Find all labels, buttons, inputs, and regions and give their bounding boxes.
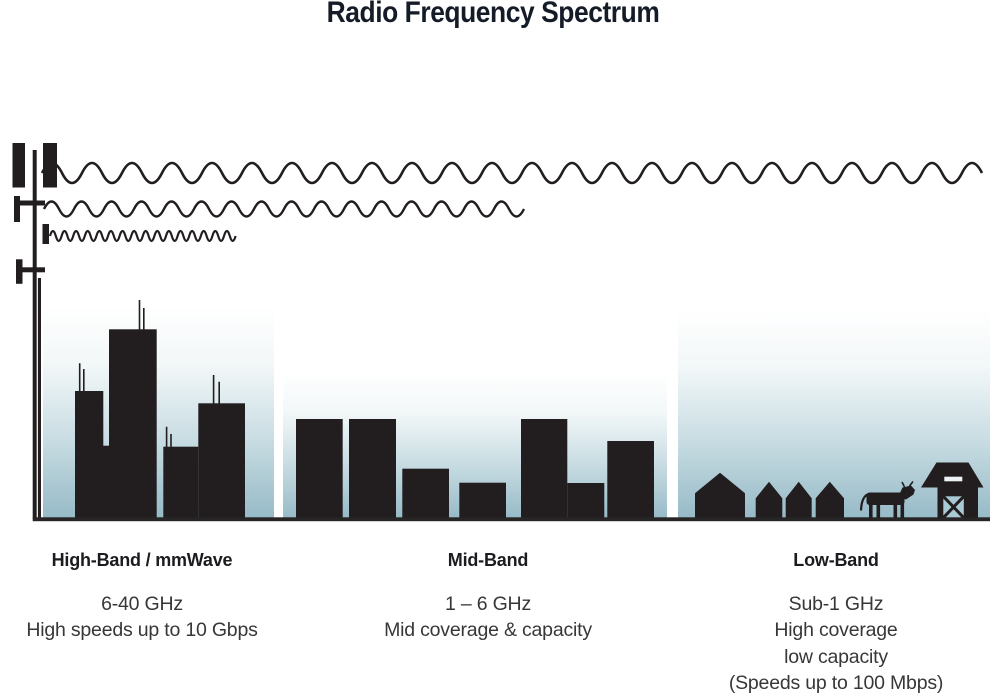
barn-icon (921, 462, 984, 521)
band-detail: Mid coverage & capacity (384, 619, 592, 642)
band-detail: low capacity (784, 645, 888, 668)
page-title: Radio Frequency Spectrum (326, 0, 660, 29)
town-skyline-icon (296, 419, 654, 519)
rural-scene (695, 462, 984, 521)
house-icon (785, 481, 812, 519)
mid-frequency-wave-icon (42, 200, 526, 218)
city-skyline-icon (75, 300, 245, 519)
band-detail: High coverage (774, 619, 898, 642)
house-icon (695, 472, 745, 519)
house-icon (755, 481, 783, 519)
band-detail: Sub-1 GHz (788, 593, 884, 615)
cell-tower-icon (12, 143, 57, 519)
house-icon (815, 481, 844, 519)
spectrum-illustration (12, 143, 990, 522)
ground-line (32, 517, 990, 522)
band-label-lowband: Low-Band Sub-1 GHz High coverage low cap… (696, 550, 976, 696)
band-label-midband: Mid-Band 1 – 6 GHz Mid coverage & capaci… (358, 550, 618, 644)
high-frequency-wave-icon (48, 229, 237, 243)
rooftop-antenna-icon (78, 300, 220, 447)
band-name: High-Band / mmWave (51, 550, 233, 570)
cow-icon (859, 481, 915, 519)
band-label-highband: High-Band / mmWave 6-40 GHz High speeds … (12, 550, 272, 644)
low-frequency-wave-icon (40, 161, 984, 185)
band-detail: 1 – 6 GHz (445, 593, 531, 615)
band-detail: 6-40 GHz (101, 593, 183, 615)
band-name: Low-Band (793, 550, 879, 570)
radio-waves (40, 161, 984, 243)
band-detail: High speeds up to 10 Gbps (26, 619, 258, 642)
band-name: Mid-Band (447, 550, 529, 570)
band-detail: (Speeds up to 100 Mbps) (728, 671, 944, 694)
